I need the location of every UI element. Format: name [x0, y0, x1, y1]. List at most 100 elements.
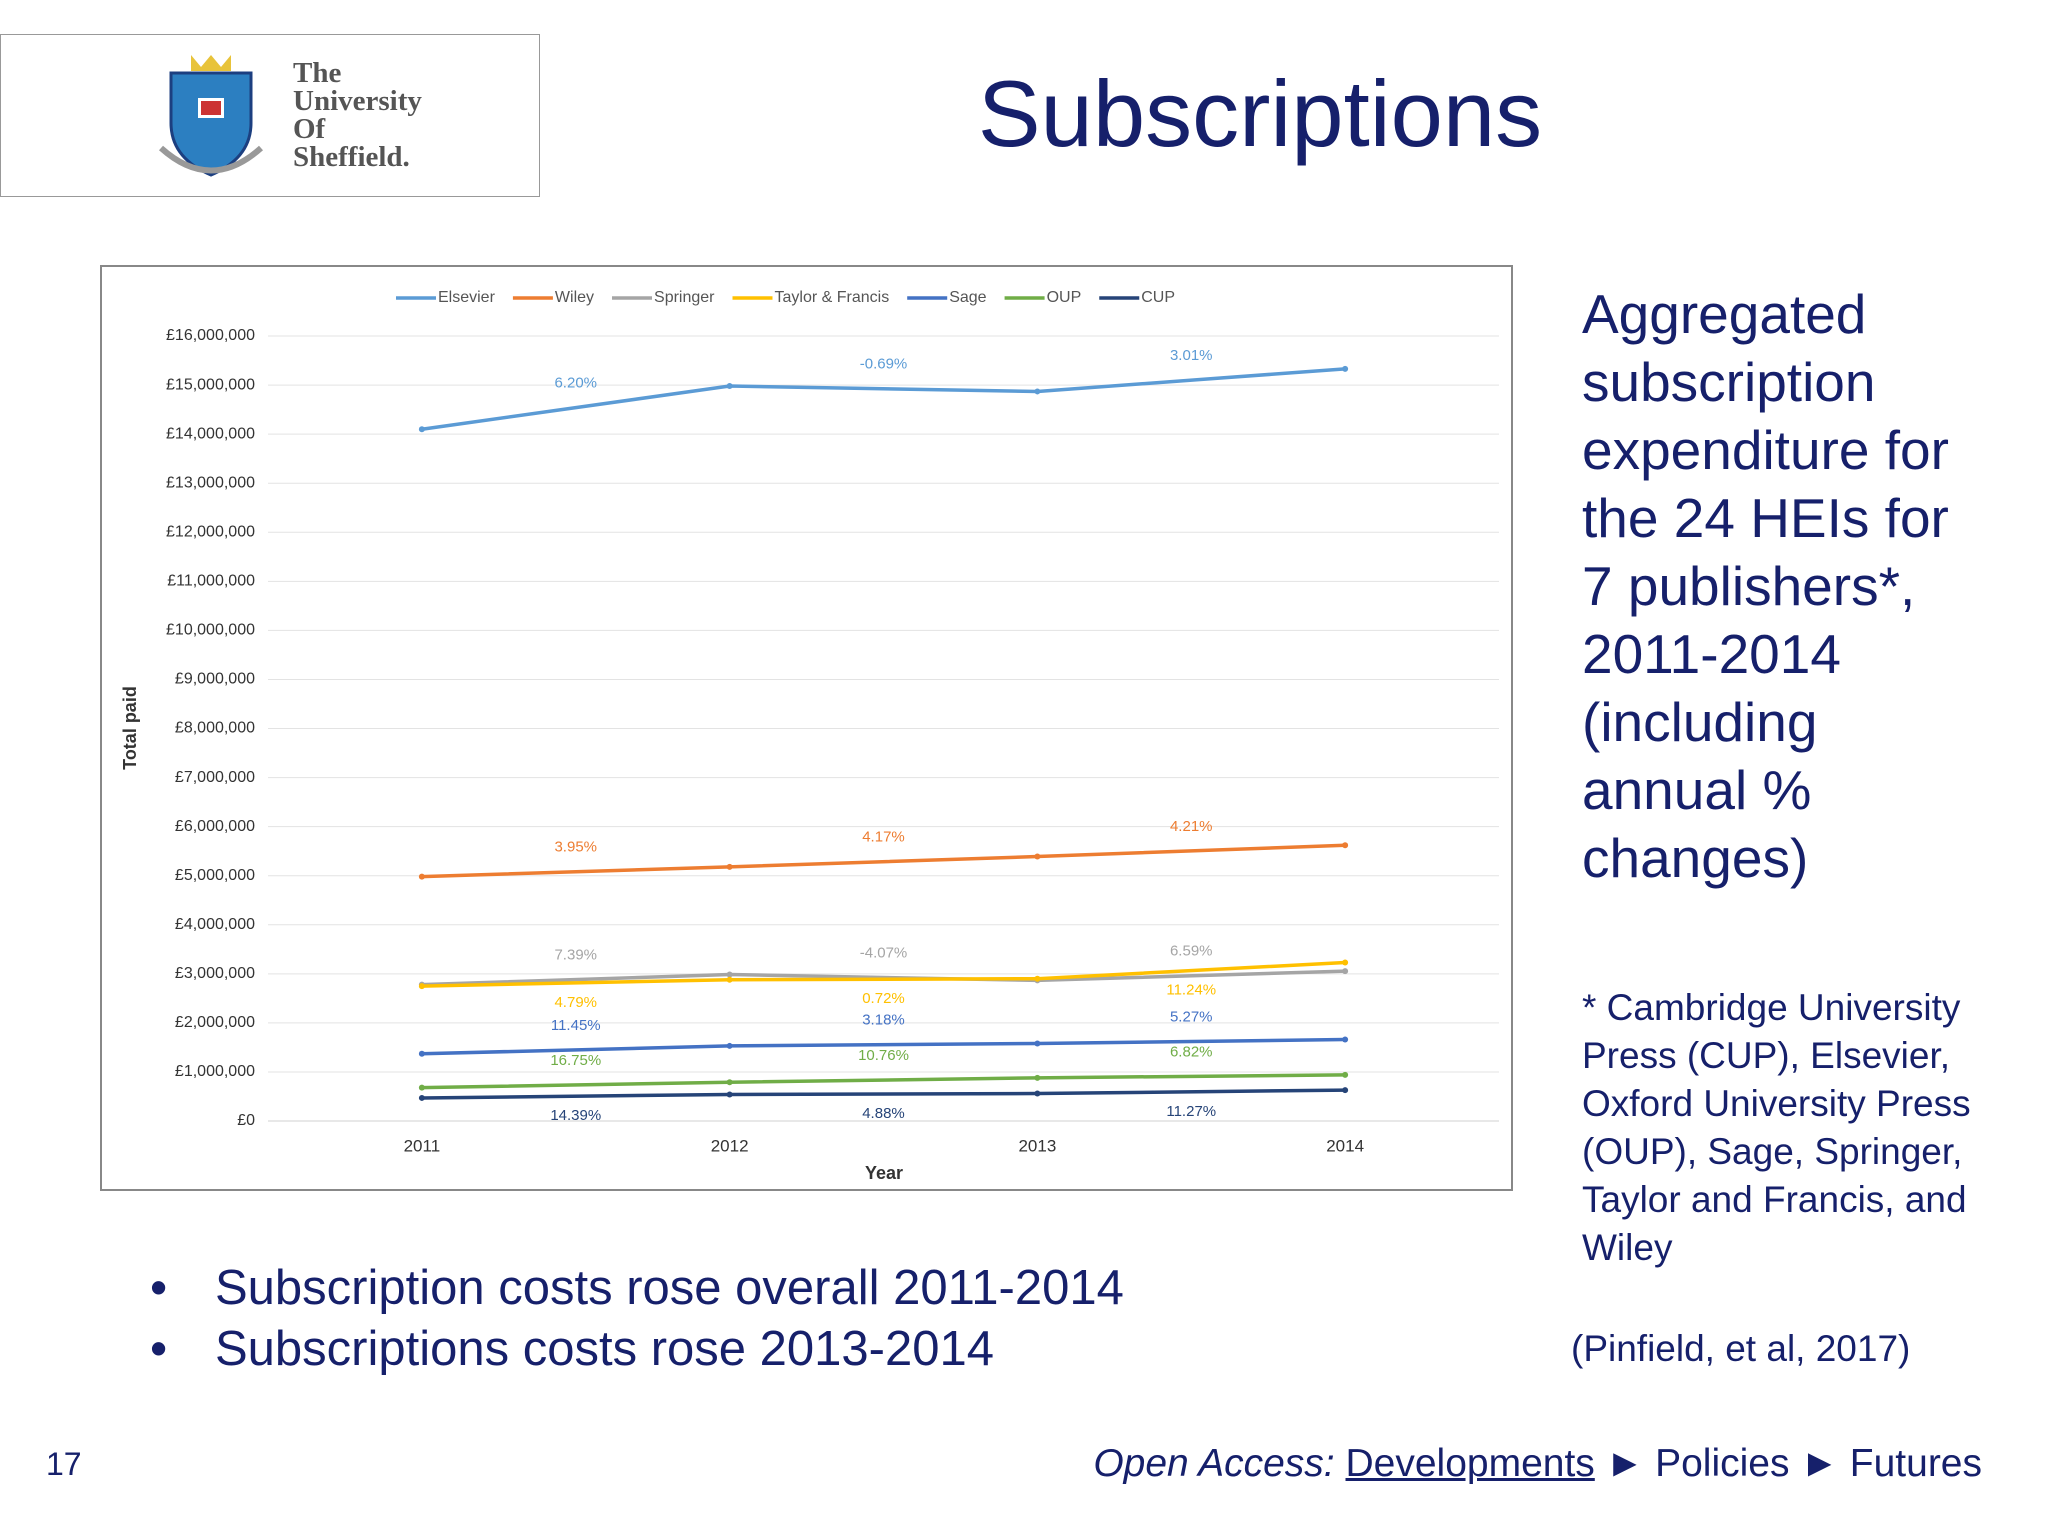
logo-crest	[158, 55, 264, 177]
change-label: 0.72%	[862, 990, 905, 1007]
x-tick-label: 2013	[1018, 1136, 1056, 1155]
bullet: • Subscriptions costs rose 2013-2014	[150, 1322, 994, 1376]
y-tick-label: £4,000,000	[175, 916, 255, 933]
logo-line: University	[293, 85, 422, 117]
y-tick-label: £9,000,000	[175, 671, 255, 688]
change-label: 4.88%	[862, 1105, 905, 1122]
legend-label: OUP	[1047, 289, 1082, 306]
legend-label: Taylor & Francis	[775, 289, 890, 306]
logo-line: Of	[293, 113, 326, 145]
bullet: • Subscription costs rose overall 2011-20…	[150, 1261, 1124, 1315]
footer-item[interactable]: Futures	[1849, 1442, 1982, 1485]
data-point	[726, 1042, 733, 1049]
y-tick-label: £12,000,000	[166, 523, 255, 540]
y-tick-label: £1,000,000	[175, 1063, 255, 1080]
data-point	[1342, 365, 1349, 372]
data-point	[1342, 1071, 1349, 1078]
footer-label: Open Access:	[1093, 1442, 1335, 1485]
data-point	[726, 863, 733, 870]
series-line	[421, 960, 1346, 988]
footnote: * Cambridge University Press (CUP), Else…	[1582, 987, 1971, 1268]
x-tick-label: 2012	[711, 1136, 749, 1155]
data-point	[418, 1050, 425, 1057]
logo-line: The	[293, 57, 342, 89]
data-point	[726, 1091, 733, 1098]
series-line	[421, 367, 1346, 431]
data-point	[1034, 1074, 1041, 1081]
footer-item[interactable]: Policies	[1655, 1442, 1790, 1485]
x-tick-label: 2014	[1326, 1136, 1364, 1155]
data-point	[726, 1079, 733, 1086]
y-tick-label: £8,000,000	[175, 720, 255, 737]
logo-box: The University Of Sheffield.	[0, 34, 540, 197]
y-axis-title: Total paid	[120, 686, 140, 770]
y-tick-label: £10,000,000	[166, 622, 255, 639]
change-label: 14.39%	[550, 1107, 601, 1124]
bullet-text: Subscriptions costs rose 2013-2014	[215, 1322, 994, 1376]
change-label: 3.95%	[554, 839, 597, 856]
data-point	[1342, 968, 1349, 975]
change-label: 10.76%	[858, 1047, 909, 1064]
data-point	[418, 426, 425, 433]
data-point	[1342, 1036, 1349, 1043]
data-point	[418, 873, 425, 880]
data-point	[1034, 975, 1041, 982]
y-tick-label: £6,000,000	[175, 818, 255, 835]
y-tick-label: £3,000,000	[175, 965, 255, 982]
legend-label: Springer	[654, 289, 715, 306]
footer-item[interactable]: Developments	[1345, 1442, 1595, 1485]
data-point	[418, 1094, 425, 1101]
change-label: 3.18%	[862, 1012, 905, 1029]
x-axis-title: Year	[865, 1163, 903, 1183]
change-label: 5.27%	[1170, 1008, 1213, 1025]
x-tick-label: 2011	[404, 1136, 441, 1155]
slide-title: Subscriptions	[977, 61, 1543, 166]
y-tick-label: £13,000,000	[166, 474, 255, 491]
data-point	[1034, 1040, 1041, 1047]
change-label: 11.24%	[1166, 982, 1216, 999]
y-tick-label: £7,000,000	[175, 769, 255, 786]
legend-label: CUP	[1141, 289, 1175, 306]
change-label: 4.79%	[554, 994, 597, 1011]
data-point	[726, 383, 733, 390]
data-point	[418, 983, 425, 990]
data-point	[1342, 1087, 1349, 1094]
change-label: -0.69%	[860, 356, 908, 373]
data-point	[1034, 1090, 1041, 1097]
data-point	[1342, 842, 1349, 849]
data-point	[1034, 388, 1041, 395]
legend-label: Elsevier	[438, 289, 496, 306]
y-tick-label: £15,000,000	[166, 376, 255, 393]
change-label: 7.39%	[554, 947, 597, 964]
bullet-text: Subscription costs rose overall 2011-201…	[215, 1261, 1124, 1315]
change-label: 11.45%	[551, 1017, 601, 1034]
change-label: 3.01%	[1170, 347, 1213, 364]
change-label: -4.07%	[860, 944, 908, 961]
legend-label: Wiley	[555, 289, 594, 306]
logo-line: Sheffield.	[293, 141, 410, 173]
citation: (Pinfield, et al, 2017)	[1571, 1328, 1911, 1369]
data-point	[726, 971, 733, 978]
footer-separator: ►	[1800, 1442, 1839, 1485]
data-point	[1342, 959, 1349, 966]
change-label: 11.27%	[1166, 1103, 1216, 1120]
y-tick-label: £16,000,000	[166, 327, 255, 344]
footer-separator: ►	[1605, 1442, 1645, 1485]
data-point	[1034, 853, 1041, 860]
change-label: 16.75%	[550, 1052, 601, 1069]
legend-label: Sage	[949, 289, 986, 306]
y-tick-label: £2,000,000	[175, 1014, 255, 1031]
series-line	[421, 1088, 1346, 1100]
footer-nav: Open Access: Developments ► Policies ► F…	[1093, 1442, 1982, 1486]
change-label: 6.20%	[554, 375, 597, 392]
y-tick-label: £11,000,000	[167, 573, 255, 590]
series-line	[421, 843, 1346, 879]
logo-text: The University Of Sheffield.	[293, 57, 422, 173]
page-number: 17	[46, 1446, 82, 1482]
data-point	[418, 1084, 425, 1091]
side-text: Aggregated subscription expenditure for …	[1582, 283, 1949, 889]
change-label: 4.17%	[862, 829, 905, 846]
y-tick-label: £0	[237, 1112, 255, 1129]
